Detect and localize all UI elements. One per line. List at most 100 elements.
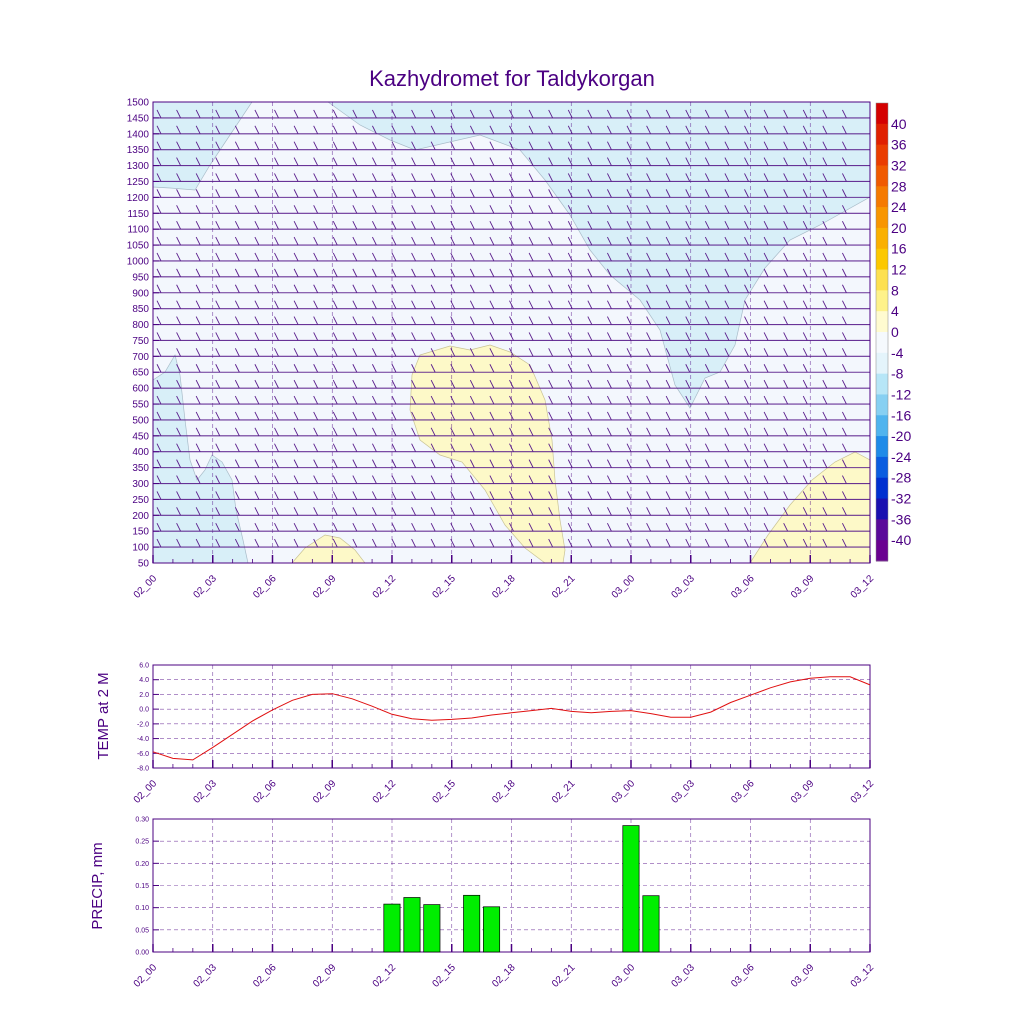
wind-barb-flag xyxy=(724,364,730,373)
wind-barb-flag xyxy=(724,348,730,357)
y-tick-label: -4.0 xyxy=(137,736,149,743)
x-tick-label: 03_03 xyxy=(669,778,697,806)
wind-barb-flag xyxy=(195,538,201,548)
wind-barb-flag xyxy=(587,427,593,437)
wind-barb-flag xyxy=(156,379,162,389)
wind-barb-flag xyxy=(509,427,514,437)
temperature-line xyxy=(152,676,871,761)
wind-barb-flag xyxy=(548,173,554,182)
wind-barb-flag xyxy=(704,205,710,214)
wind-barb-flag xyxy=(685,411,691,421)
wind-barb-flag xyxy=(332,395,338,405)
colorbar-segment xyxy=(876,269,888,291)
wind-barb-flag xyxy=(509,348,514,357)
wind-barb-flag xyxy=(332,220,338,230)
wind-barb-flag xyxy=(822,205,828,214)
y-tick-label: 950 xyxy=(132,272,149,283)
wind-barb-flag xyxy=(293,157,299,166)
wind-barb-flag xyxy=(783,141,789,150)
wind-barb-flag xyxy=(607,332,612,341)
wind-barb-flag xyxy=(646,284,651,293)
wind-barb-flag xyxy=(411,268,416,278)
wind-barb-flag xyxy=(802,459,808,468)
wind-barb-flag xyxy=(724,109,730,119)
wind-barb-flag xyxy=(548,475,554,484)
wind-barb-flag xyxy=(430,252,436,262)
wind-barb-flag xyxy=(254,332,260,341)
wind-barb-flag xyxy=(489,205,495,214)
wind-barb-flag xyxy=(646,443,651,452)
wind-barb-flag xyxy=(489,348,495,357)
wind-barb-flag xyxy=(489,157,495,166)
wind-barb-flag xyxy=(293,125,299,134)
wind-barb-flag xyxy=(489,332,495,341)
wind-barb-flag xyxy=(411,252,416,262)
wind-barb-flag xyxy=(685,348,691,357)
wind-barb-flag xyxy=(391,443,397,452)
colorbar-label: 36 xyxy=(891,137,907,153)
wind-barb-flag xyxy=(509,395,514,405)
wind-barb-flag xyxy=(332,491,338,500)
wind-barb-flag xyxy=(430,475,436,484)
wind-barb-flag xyxy=(332,141,338,150)
wind-barb-flag xyxy=(254,268,260,278)
wind-barb-flag xyxy=(704,443,710,452)
wind-barb-flag xyxy=(450,332,456,341)
y-tick-label: 650 xyxy=(132,368,149,379)
wind-barb-flag xyxy=(587,205,593,214)
wind-barb-flag xyxy=(274,395,279,405)
wind-barb-flag xyxy=(763,491,769,500)
wind-barb-flag xyxy=(352,395,358,405)
wind-barb-flag xyxy=(724,538,730,548)
wind-barb-flag xyxy=(842,507,847,516)
chart-title: Kazhydromet for Taldykorgan xyxy=(369,66,655,91)
temperature-ylabel: TEMP at 2 M xyxy=(95,672,112,759)
wind-barb-flag xyxy=(332,411,338,421)
wind-barb-flag xyxy=(567,364,573,373)
precip-bar xyxy=(423,904,441,953)
wind-barb-flag xyxy=(176,220,181,230)
wind-barb-flag xyxy=(509,316,514,325)
colorbar-segment xyxy=(876,103,888,125)
wind-barb-flag xyxy=(665,395,671,405)
wind-barb-flag xyxy=(176,268,181,278)
wind-barb-flag xyxy=(763,332,769,341)
x-tick-label: 03_12 xyxy=(849,573,877,601)
wind-barb-flag xyxy=(195,427,201,437)
x-tick-label: 02_03 xyxy=(191,778,219,806)
wind-barb-flag xyxy=(411,538,416,548)
wind-barb-flag xyxy=(411,220,416,230)
wind-barb-flag xyxy=(176,379,181,389)
y-tick-label: 1150 xyxy=(127,209,149,220)
wind-barb-flag xyxy=(685,236,691,246)
wind-barb-flag xyxy=(293,332,299,341)
wind-barb-flag xyxy=(469,236,475,246)
x-tick-label: 02_18 xyxy=(490,962,518,990)
x-tick-label: 02_18 xyxy=(490,778,518,806)
y-tick-label: 700 xyxy=(132,352,149,363)
precip-bar xyxy=(642,895,660,953)
wind-barb-flag xyxy=(587,411,593,421)
wind-barb-flag xyxy=(234,395,240,405)
wind-barb-flag xyxy=(528,157,534,166)
wind-barb-flag xyxy=(802,411,808,421)
wind-barb-flag xyxy=(176,459,181,468)
x-tick-label: 03_12 xyxy=(849,778,877,806)
precip-bar xyxy=(483,906,501,953)
wind-barb-flag xyxy=(744,364,749,373)
wind-barb-flag xyxy=(391,475,397,484)
wind-barb-flag xyxy=(587,443,593,452)
wind-barb-flag xyxy=(744,538,749,548)
wind-barb-flag xyxy=(704,109,710,119)
wind-barb-flag xyxy=(548,141,554,150)
wind-barb-flag xyxy=(567,284,573,293)
wind-barb-flag xyxy=(704,157,710,166)
colorbar-label: 32 xyxy=(891,157,907,173)
wind-barb-flag xyxy=(822,538,828,548)
wind-barb-flag xyxy=(450,173,456,182)
wind-barb-flag xyxy=(352,459,358,468)
wind-barb-flag xyxy=(842,252,847,262)
wind-barb-flag xyxy=(783,459,789,468)
wind-barb-flag xyxy=(509,364,514,373)
x-tick-label: 02_00 xyxy=(132,778,160,806)
